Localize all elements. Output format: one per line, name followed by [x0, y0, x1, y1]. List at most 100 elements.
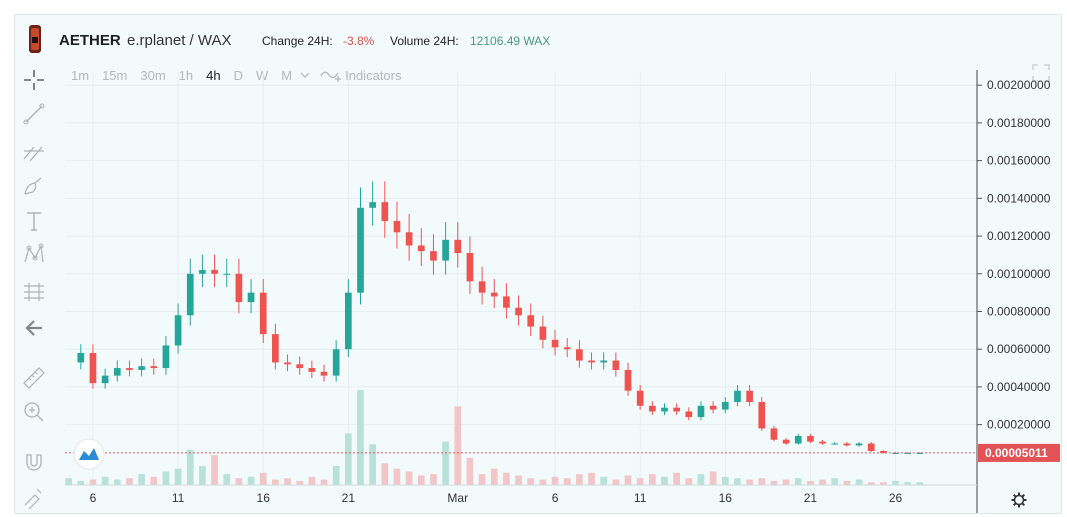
tf-d[interactable]: D	[233, 67, 243, 83]
volume-bar	[527, 478, 535, 485]
price-tick-label: 0.00200000	[987, 78, 1051, 92]
candle-body	[819, 441, 826, 444]
volume-bar	[77, 480, 85, 485]
volume-bar	[648, 474, 656, 485]
volume-bar	[892, 480, 899, 485]
brush-icon[interactable]	[21, 174, 47, 200]
volume-bar	[794, 478, 802, 485]
candle-body	[636, 390, 644, 406]
lock-drawings-icon[interactable]	[21, 483, 47, 509]
volume-24h-value: 12106.49 WAX	[470, 34, 551, 48]
candle-body	[174, 315, 182, 346]
text-tool-icon[interactable]	[21, 208, 47, 234]
ruler-icon[interactable]	[21, 365, 47, 391]
candle-body	[831, 443, 839, 445]
candle-body	[357, 207, 364, 293]
candle-body	[332, 349, 340, 376]
tf-4h[interactable]: 4h	[206, 67, 221, 83]
candle-body	[685, 411, 693, 418]
candle-body	[904, 452, 912, 454]
volume-bar	[697, 474, 705, 485]
chevron-down-icon[interactable]	[300, 70, 310, 80]
time-tick-label: 16	[257, 491, 271, 505]
magnet-icon[interactable]	[21, 449, 47, 475]
candle-body	[126, 368, 133, 370]
volume-24h-label: Volume 24H:	[390, 34, 459, 48]
candle-body	[162, 345, 170, 369]
volume-bar	[782, 479, 790, 485]
indicators-button[interactable]: Indicators	[320, 67, 401, 83]
volume-bar	[65, 478, 72, 485]
volume-bar	[673, 472, 680, 485]
candle-body	[588, 360, 595, 363]
tf-m[interactable]: M	[281, 67, 293, 83]
time-tick-label: 11	[172, 491, 185, 505]
chart-header: AETHER e.rplanet / WAX Change 24H: -3.8%…	[15, 15, 1061, 59]
volume-bar	[819, 479, 826, 485]
volume-bar	[357, 390, 364, 485]
volume-bar	[417, 475, 425, 485]
volume-bar	[721, 476, 729, 485]
tf-15m[interactable]: 15m	[102, 67, 128, 83]
timeframe-toolbar: 1m 15m 30m 1h 4h D W M Indicators	[71, 66, 401, 84]
price-tick-label: 0.00080000	[987, 305, 1051, 319]
time-tick-label: Mar	[447, 491, 468, 505]
tf-w[interactable]: W	[255, 67, 269, 83]
change-24h-label: Change 24H:	[262, 34, 333, 48]
volume-bar	[405, 471, 413, 485]
prediction-icon[interactable]	[21, 279, 47, 305]
volume-bar	[259, 472, 267, 485]
volume-bar	[430, 474, 437, 485]
price-tick-label: 0.00180000	[987, 116, 1051, 130]
volume-bar	[89, 479, 97, 485]
candle-body	[284, 362, 291, 365]
candlestick-series	[77, 181, 924, 454]
volume-bar	[490, 468, 498, 485]
volume-bar	[272, 479, 279, 485]
candle-body	[417, 245, 425, 252]
pattern-icon[interactable]	[21, 242, 47, 268]
candle-body	[344, 292, 352, 350]
time-tick-label: 26	[889, 491, 903, 505]
fullscreen-icon[interactable]	[1031, 63, 1051, 83]
candle-body	[892, 452, 899, 454]
candle-body	[211, 270, 218, 274]
back-arrow-icon[interactable]	[21, 315, 47, 341]
candle-body	[369, 202, 376, 208]
gear-icon[interactable]	[1011, 492, 1027, 508]
volume-bar	[916, 482, 924, 485]
volume-bar	[101, 476, 109, 485]
time-tick-label: 6	[90, 491, 97, 505]
time-tick-label: 21	[342, 491, 356, 505]
tf-1m[interactable]: 1m	[71, 67, 90, 83]
candle-body	[661, 407, 668, 412]
candle-body	[150, 366, 158, 369]
price-chart[interactable]: 0.00200000 0.00180000 0.00160000 0.00140000…	[15, 70, 1061, 513]
volume-bar	[831, 478, 839, 485]
candle-body	[515, 307, 522, 316]
volume-bar	[113, 479, 121, 485]
crosshair-icon[interactable]	[21, 67, 47, 93]
candle-body	[454, 239, 462, 254]
current-price-tag: 0.00005011	[978, 443, 1060, 462]
zoom-in-icon[interactable]	[21, 399, 47, 425]
time-tick-label: 21	[804, 491, 818, 505]
volume-bar	[563, 478, 571, 485]
volume-bars	[65, 390, 924, 485]
candle-body	[843, 443, 851, 446]
volume-bar	[393, 468, 401, 485]
tradingview-logo-icon[interactable]	[73, 438, 105, 470]
volume-bar	[867, 482, 875, 485]
volume-bar	[126, 478, 133, 485]
candle-body	[880, 451, 887, 453]
volume-bar	[576, 474, 583, 485]
volume-bar	[381, 463, 389, 485]
tf-1h[interactable]: 1h	[178, 67, 194, 83]
tf-30m[interactable]: 30m	[140, 67, 166, 83]
trend-line-icon[interactable]	[21, 101, 47, 127]
candle-body	[272, 334, 279, 363]
candle-body	[867, 443, 875, 452]
fib-retracement-icon[interactable]	[21, 139, 47, 165]
volume-bar	[746, 479, 753, 485]
volume-bar	[880, 482, 887, 485]
